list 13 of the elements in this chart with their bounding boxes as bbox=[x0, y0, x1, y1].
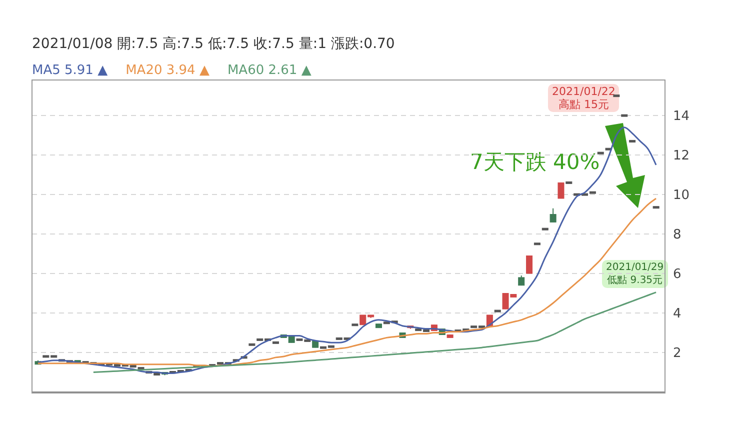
y-tick-label: 12 bbox=[673, 148, 690, 164]
y-tick-label: 14 bbox=[673, 109, 690, 124]
text: MA60 2.61 ▲ bbox=[227, 63, 312, 78]
text: MA20 3.94 ▲ bbox=[126, 63, 210, 78]
annotation: 2021/01/22 高點 15元 bbox=[548, 84, 620, 112]
y-tick-label: 10 bbox=[673, 188, 690, 204]
y-tick-label: 8 bbox=[673, 228, 682, 243]
y-tick-label: 4 bbox=[673, 306, 682, 322]
y-tick-label: 6 bbox=[673, 267, 682, 282]
annotation: 2021/01/29 低點 9.35元 bbox=[602, 260, 668, 288]
chart-title: 2021/01/08 開:7.5 高:7.5 低:7.5 收:7.5 量:1 漲跌:0.70 bbox=[32, 35, 395, 53]
text: MA5 5.91 ▲ bbox=[32, 63, 108, 78]
y-tick-label: 2 bbox=[673, 346, 682, 362]
